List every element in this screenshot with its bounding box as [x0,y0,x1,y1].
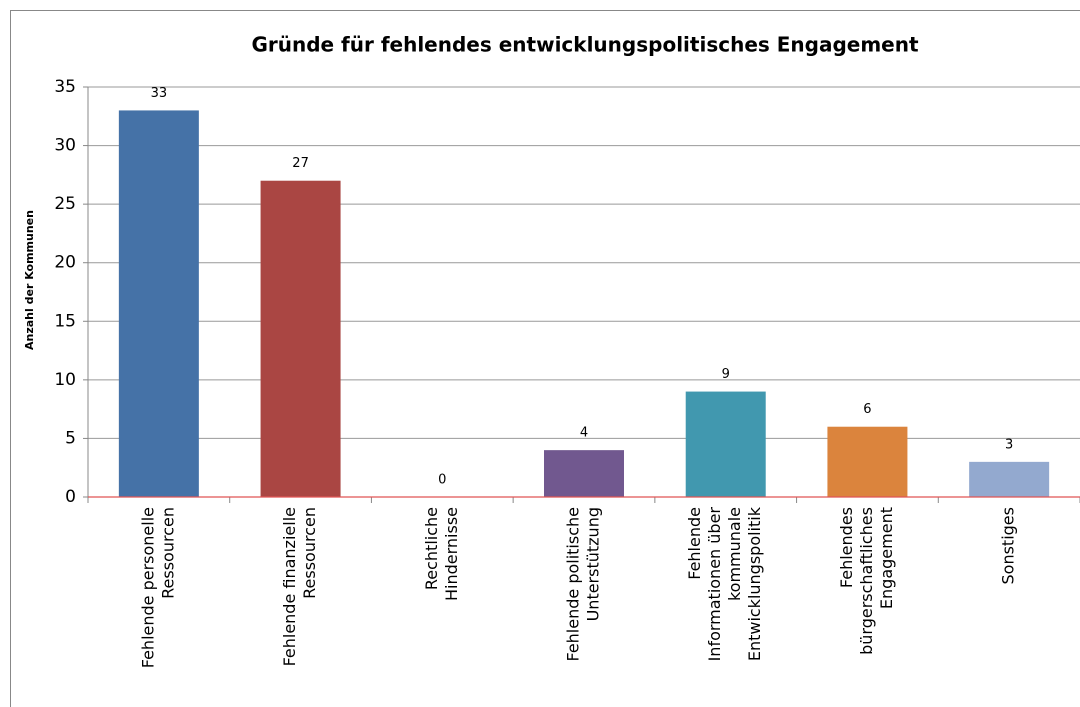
bar [827,426,908,497]
bar [260,180,341,497]
x-tick-label: Fehlende personelle [138,507,157,668]
y-axis-label: Anzahl der Kommunen [23,210,36,350]
x-tick-label: kommunale [725,507,744,601]
x-tick-label: Fehlende politische [564,507,583,662]
y-tick-label: 20 [54,253,76,273]
x-tick-label: Entwicklungspolitik [745,506,764,661]
x-tick-label: Engagement [877,507,896,609]
x-tick-label: Ressourcen [158,507,177,599]
data-label: 9 [722,367,730,382]
bar [685,391,766,497]
bar [544,450,624,497]
y-tick-label: 25 [54,194,76,214]
x-tick-label: Sonstiges [999,507,1018,584]
x-tick-label: bürgerschaftliches [857,507,876,655]
x-tick-label: Fehlende [685,507,704,580]
x-tick-label: Informationen über [705,507,724,662]
x-tick-label: Ressourcen [300,507,319,599]
data-label: 4 [580,426,588,441]
data-label: 3 [1005,437,1013,452]
chart-title: Gründe für fehlendes entwicklungspolitis… [251,33,919,57]
data-label: 6 [863,402,871,417]
x-tick-label: Unterstützung [584,507,603,621]
y-tick-label: 0 [65,487,76,507]
x-tick-label: Rechtliche [422,507,441,590]
y-tick-label: 5 [65,428,76,448]
y-tick-label: 15 [54,311,76,331]
y-tick-label: 35 [54,77,76,97]
x-tick-label: Fehlende finanzielle [280,507,299,666]
y-tick-label: 10 [54,370,76,390]
data-label: 0 [438,473,446,488]
y-tick-label: 30 [54,136,76,156]
x-tick-label: Fehlendes [837,507,856,588]
bar [118,110,199,497]
data-label: 33 [151,86,168,101]
data-label: 27 [292,156,309,171]
bar [969,461,1050,497]
x-tick-label: Hindernisse [442,507,461,601]
